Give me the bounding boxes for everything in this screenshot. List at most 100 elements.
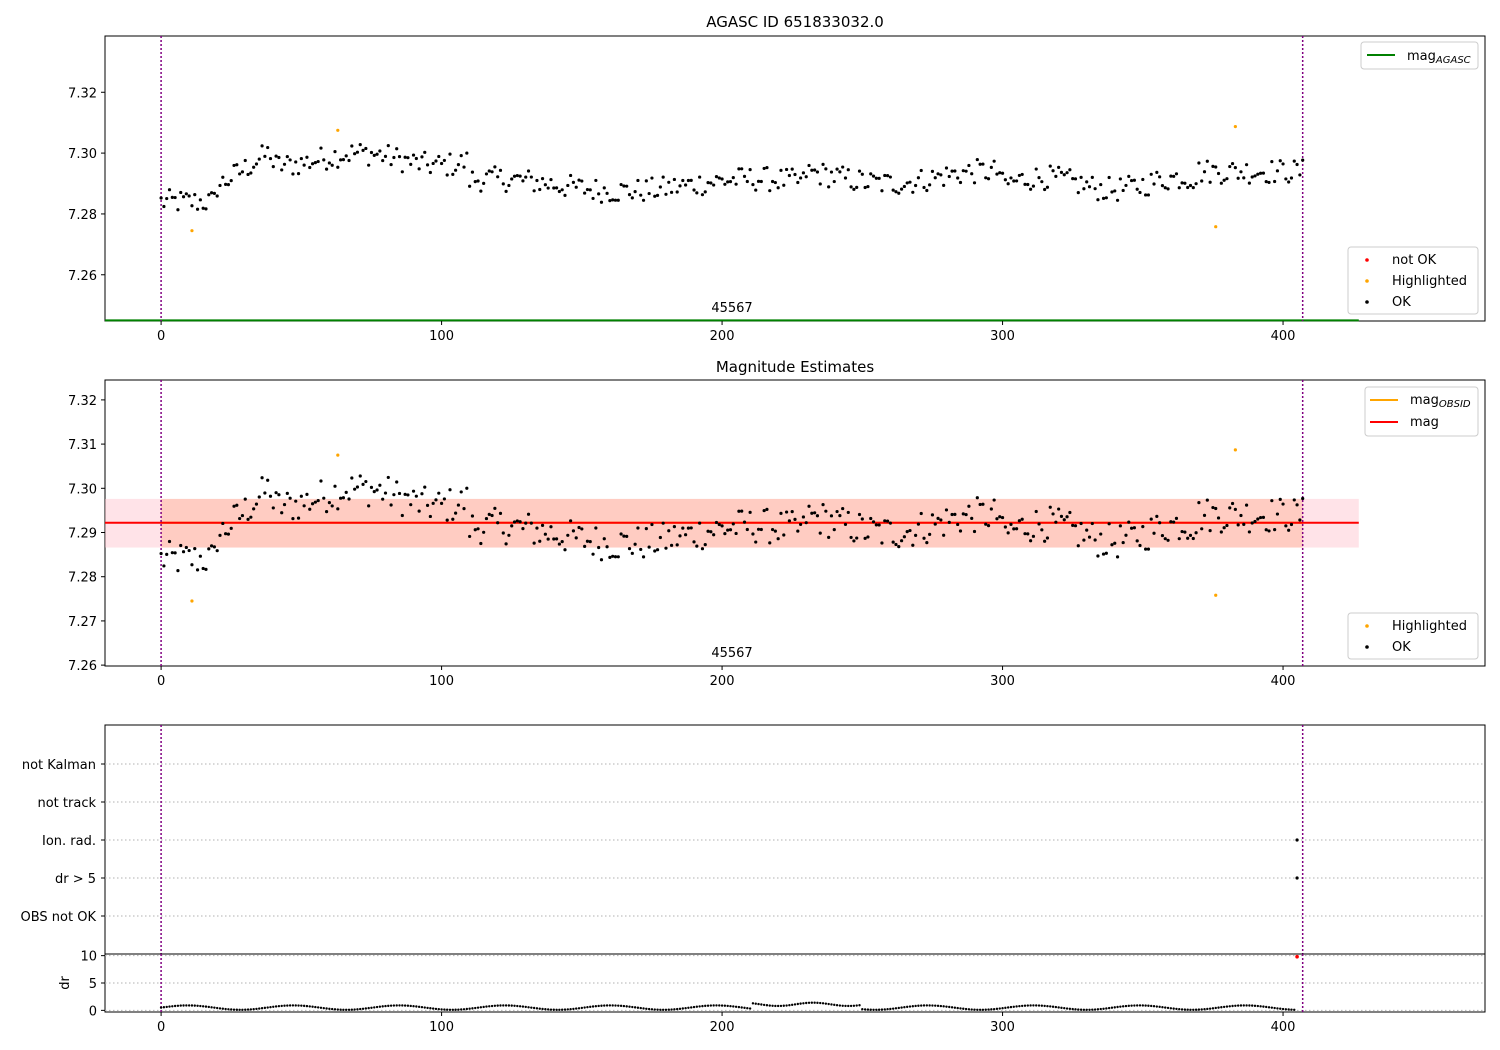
- ok-point: [818, 531, 822, 535]
- ok-point: [319, 146, 323, 150]
- ok-point: [361, 148, 365, 153]
- dr-point: [591, 1005, 595, 1008]
- ok-point: [1020, 517, 1024, 521]
- ok-point: [953, 169, 957, 173]
- dr-point: [796, 1002, 800, 1006]
- dr-point: [1189, 1008, 1192, 1012]
- ok-point: [574, 185, 578, 189]
- dr-point: [516, 1004, 519, 1008]
- ok-point: [1205, 159, 1209, 163]
- dr-point: [835, 1004, 839, 1007]
- dr-point: [684, 1006, 687, 1010]
- dr-point: [743, 1006, 746, 1010]
- ok-point: [215, 194, 219, 198]
- dr-point: [942, 1005, 945, 1008]
- legend-highlighted-marker: [1365, 624, 1369, 628]
- dr-point: [502, 1004, 505, 1007]
- ok-point: [810, 168, 814, 172]
- dr-point: [230, 1008, 233, 1011]
- ok-point: [493, 165, 497, 169]
- ok-point: [1230, 501, 1235, 506]
- dr-point: [984, 1008, 987, 1011]
- dr-point: [504, 1004, 508, 1007]
- ok-point: [832, 528, 836, 532]
- dr-point: [600, 1004, 603, 1007]
- dr-point: [373, 1006, 376, 1009]
- ok-point: [1093, 187, 1097, 191]
- ok-point: [664, 546, 668, 550]
- dr-point: [549, 1008, 553, 1011]
- dr-point: [636, 1006, 640, 1009]
- dr-point: [530, 1006, 533, 1009]
- ok-point: [678, 534, 682, 538]
- dr-point: [1074, 1008, 1077, 1011]
- dr-point: [824, 1002, 828, 1005]
- ok-point: [1121, 540, 1125, 545]
- dr-point: [538, 1007, 541, 1010]
- dr-point: [720, 1004, 724, 1007]
- dr-point: [631, 1005, 634, 1009]
- dr-point: [1102, 1007, 1105, 1010]
- ok-point: [411, 153, 416, 157]
- ok-point: [1200, 527, 1204, 531]
- dr-point: [891, 1007, 895, 1010]
- ok-point: [1023, 532, 1027, 536]
- ok-point: [1253, 174, 1257, 178]
- ok-point: [462, 165, 466, 169]
- ok-point: [874, 176, 878, 180]
- ok-point: [577, 525, 581, 530]
- ok-point: [765, 165, 769, 170]
- ok-point: [1158, 175, 1162, 179]
- ok-point: [967, 504, 971, 508]
- dr-point: [1099, 1007, 1102, 1011]
- dr-point: [221, 1007, 225, 1010]
- ok-point: [232, 163, 236, 168]
- ok-point: [386, 475, 390, 480]
- ok-point: [1208, 529, 1212, 533]
- ok-point: [1118, 177, 1122, 181]
- ok-point: [583, 191, 587, 195]
- ok-point: [1264, 528, 1268, 532]
- dr-point: [785, 1004, 788, 1007]
- ok-point: [616, 198, 620, 202]
- dr-point: [241, 1008, 244, 1011]
- highlighted-point: [1233, 448, 1237, 452]
- ok-point: [770, 179, 775, 184]
- ok-point: [1043, 187, 1047, 192]
- ok-point: [535, 526, 539, 530]
- dr-point: [286, 1004, 289, 1007]
- ok-point: [863, 536, 867, 540]
- ok-point: [476, 179, 480, 183]
- ok-point: [173, 551, 177, 555]
- dr-point: [204, 1005, 208, 1008]
- ok-point: [1247, 181, 1251, 185]
- ok-point: [925, 188, 929, 193]
- dr-point: [1147, 1004, 1150, 1007]
- ok-point: [170, 195, 174, 200]
- dr-point: [1245, 1004, 1248, 1007]
- ok-point: [675, 543, 679, 547]
- dr-point: [1015, 1005, 1018, 1008]
- ok-point: [936, 172, 940, 176]
- ok-point: [723, 182, 727, 186]
- ok-point: [358, 474, 362, 478]
- ok-point: [375, 152, 379, 156]
- ok-point: [498, 511, 503, 515]
- dr-point: [263, 1006, 267, 1010]
- dr-point: [406, 1004, 410, 1007]
- ok-point: [619, 532, 623, 536]
- ok-point: [644, 179, 648, 183]
- ok-point: [212, 545, 216, 549]
- ok-point: [773, 529, 777, 533]
- ok-point: [585, 187, 590, 192]
- ok-point: [855, 536, 859, 540]
- ok-point: [745, 179, 749, 184]
- ok-point: [442, 497, 446, 501]
- dr-point: [238, 1008, 241, 1012]
- ok-point: [754, 188, 758, 192]
- dr-point: [589, 1005, 592, 1009]
- ok-point: [857, 512, 862, 517]
- dr-point: [611, 1004, 614, 1007]
- ok-point: [465, 486, 469, 490]
- dr-point: [704, 1004, 707, 1008]
